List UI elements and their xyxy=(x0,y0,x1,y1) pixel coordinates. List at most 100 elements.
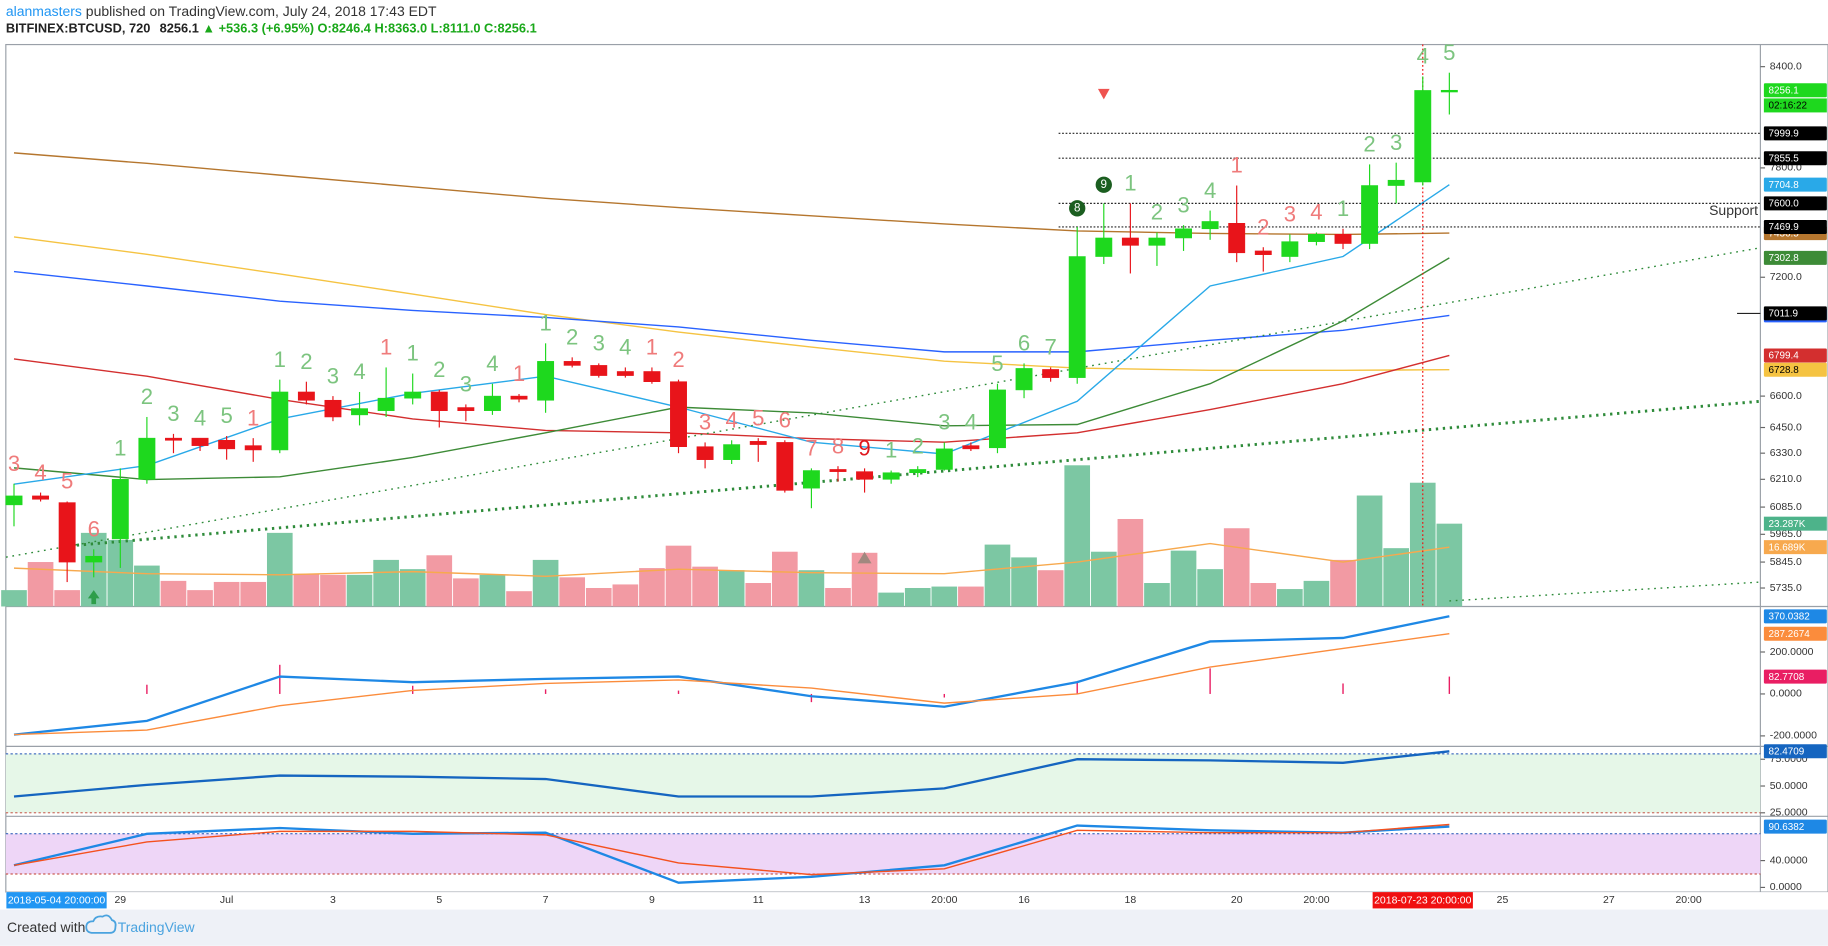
x-tick-label: 16 xyxy=(1018,895,1030,906)
volume-bar xyxy=(1064,465,1091,607)
volume-bar xyxy=(958,586,984,607)
cursor-label-bg xyxy=(6,892,107,909)
volume-bar xyxy=(293,573,320,607)
symbol-line: BITFINEX:BTCUSD, 720 8256.1 ▲ +536.3 (+6.95… xyxy=(6,21,537,36)
candle-body xyxy=(776,442,794,491)
td-label: 3 xyxy=(8,451,20,476)
td-label: 3 xyxy=(1284,201,1296,226)
candle-body xyxy=(510,395,528,400)
ma-label-bg xyxy=(1763,362,1827,377)
candle-body xyxy=(58,502,76,563)
candle-body xyxy=(670,381,687,448)
countdown-bg xyxy=(1763,98,1827,113)
td-label: 1 xyxy=(885,438,897,463)
td-label: 6 xyxy=(779,407,791,432)
y-tick-label: 8400.0 xyxy=(1770,61,1802,72)
publisher[interactable]: alanmasters xyxy=(6,3,82,19)
volume-bar xyxy=(1011,557,1037,607)
time-axis-bg xyxy=(5,892,1828,910)
volume-bar xyxy=(479,574,506,607)
td-label: 1 xyxy=(1124,171,1136,196)
volume-bar xyxy=(532,559,559,607)
volume-bar xyxy=(984,544,1011,607)
td-label: 4 xyxy=(1417,44,1429,69)
td-label: 4 xyxy=(619,335,631,360)
td-label: 2 xyxy=(672,347,684,372)
td-label: 4 xyxy=(726,407,738,432)
y-tick-label: 200.0000 xyxy=(1770,647,1814,658)
td-label: 1 xyxy=(274,347,286,372)
volume-bar xyxy=(1,590,27,607)
volume-bar xyxy=(1277,589,1303,607)
candle-body xyxy=(483,395,501,411)
td-label: 3 xyxy=(699,410,711,435)
stoch-line xyxy=(13,823,1450,876)
candle-body xyxy=(1121,237,1139,246)
publish-line: alanmasters published on TradingView.com… xyxy=(6,3,437,19)
candle-body xyxy=(1228,223,1246,254)
price-label: 7999.9 xyxy=(1769,129,1800,140)
td-label: 1 xyxy=(407,341,419,366)
ma-label: 7704.8 xyxy=(1769,180,1800,191)
volume-ma-label: 16.689K xyxy=(1769,542,1806,553)
y-tick-label: 5965.0 xyxy=(1770,529,1802,540)
footer-created: Created with xyxy=(7,919,85,935)
volume-ma xyxy=(13,542,1450,577)
x-tick-label: 20 xyxy=(1231,895,1243,906)
ohlc-high: H:8363.0 xyxy=(374,21,427,36)
macd-value-label-bg xyxy=(1763,669,1827,684)
candle-body xyxy=(404,391,422,399)
candle-body xyxy=(909,469,927,474)
stoch-value-label: 90.6382 xyxy=(1769,822,1805,833)
price-label-bg xyxy=(1763,126,1827,141)
td-label: 4 xyxy=(1204,178,1216,203)
x-tick-label: 25 xyxy=(1497,895,1509,906)
volume-bar xyxy=(134,565,160,607)
y-tick-label: 40.0000 xyxy=(1770,855,1808,866)
volume-bar xyxy=(1197,569,1223,607)
td-label: 5 xyxy=(991,351,1003,376)
candle-body xyxy=(1148,237,1166,246)
volume-bar xyxy=(187,590,213,607)
volume-bar xyxy=(665,545,692,607)
volume-bar xyxy=(612,584,639,607)
volume-bar xyxy=(718,570,745,607)
y-tick-label: 5735.0 xyxy=(1770,583,1802,594)
change: +536.3 (+6.95%) xyxy=(219,21,314,36)
candle-body xyxy=(696,446,714,460)
stoch-band-fill xyxy=(5,833,1761,875)
brand-icon xyxy=(85,914,117,934)
rsi-band-fill xyxy=(5,753,1761,813)
price-label: 7011.9 xyxy=(1769,309,1799,320)
ma-label: 6799.4 xyxy=(1769,351,1800,362)
td-label: 2 xyxy=(1363,132,1375,157)
sell-marker xyxy=(1097,88,1110,100)
price-label-bg xyxy=(1763,151,1827,166)
cursor-label: 2018-05-04 20:00:00 xyxy=(8,896,106,907)
x-tick-label: Jul xyxy=(220,895,233,906)
td-label: 2 xyxy=(433,357,445,382)
td-label: 6 xyxy=(1018,331,1030,356)
candle-body xyxy=(324,399,342,418)
price-label-bg xyxy=(1763,306,1827,321)
td-label: 7 xyxy=(805,436,817,461)
td-label: 5 xyxy=(752,405,764,430)
candle-body xyxy=(457,407,475,411)
y-tick-label: 0.0000 xyxy=(1770,689,1802,700)
direction: ▲ xyxy=(202,21,215,36)
candle-body xyxy=(1042,369,1060,378)
footer-brand[interactable]: TradingView xyxy=(118,919,196,935)
volume-bar xyxy=(931,586,958,607)
volume-label: 23.287K xyxy=(1769,519,1806,530)
volume-bar xyxy=(1090,551,1117,607)
macd-value-label-bg xyxy=(1763,626,1827,641)
td-label: 2 xyxy=(912,433,924,458)
volume-bar xyxy=(1037,570,1064,607)
volume-bar xyxy=(1223,528,1250,607)
volume-bar xyxy=(1330,559,1356,607)
volume-bar xyxy=(798,570,825,607)
candle-body xyxy=(1414,90,1432,183)
td-label: 1 xyxy=(380,335,392,360)
y-tick-label: 0.0000 xyxy=(1770,882,1802,893)
